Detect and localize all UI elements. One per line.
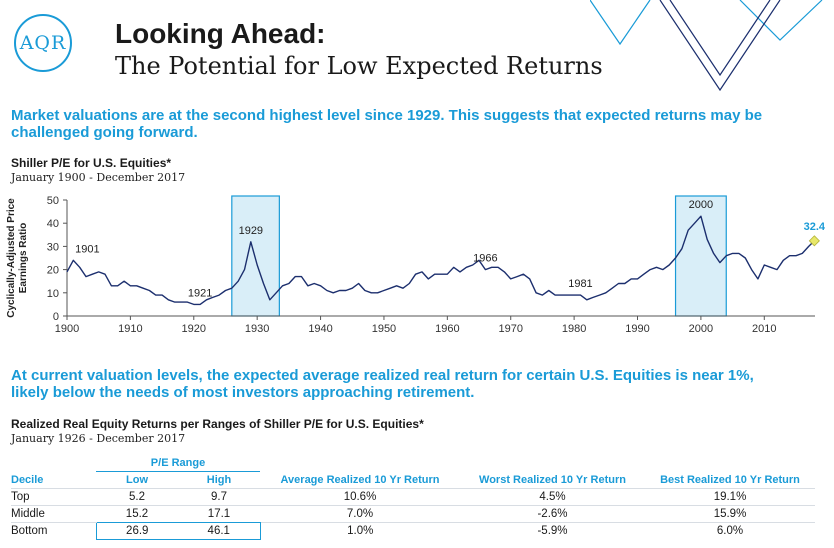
x-tick-label: 1970 xyxy=(498,323,522,335)
table-row: Top 5.2 9.7 10.6% 4.5% 19.1% xyxy=(11,488,815,506)
y-tick-label: 30 xyxy=(47,241,59,253)
cell-worst: -2.6% xyxy=(460,505,645,523)
x-tick-label: 1990 xyxy=(625,323,649,335)
col-average: Average Realized 10 Yr Return xyxy=(280,473,440,486)
cell-average: 1.0% xyxy=(260,522,460,540)
series-line xyxy=(66,215,815,306)
cell-best: 6.0% xyxy=(645,522,815,540)
cell-low: 5.2 xyxy=(96,488,178,506)
y-tick-label: 40 xyxy=(47,218,59,230)
page-title: Looking Ahead: xyxy=(115,18,326,49)
chart-date-range: January 1900 - December 2017 xyxy=(11,171,186,184)
x-tick-label: 1950 xyxy=(372,323,396,335)
cell-average: 7.0% xyxy=(260,505,460,523)
cell-high: 17.1 xyxy=(178,505,260,523)
col-worst: Worst Realized 10 Yr Return xyxy=(479,473,626,486)
y-axis-label: Earnings Ratio xyxy=(18,223,29,294)
data-annotation: 1901 xyxy=(75,243,99,255)
highlight-period xyxy=(674,195,727,317)
x-tick-label: 1900 xyxy=(55,323,79,335)
table-title: Realized Real Equity Returns per Ranges … xyxy=(11,417,424,431)
x-tick-label: 1940 xyxy=(308,323,332,335)
cell-decile: Middle xyxy=(11,505,96,523)
data-annotation: 1921 xyxy=(188,287,212,299)
col-decile: Decile xyxy=(11,473,44,486)
shiller-pe-chart: 0 10 20 30 40 50 1900 1910 1920 1930 1940 1950 1960 1… xyxy=(6,195,826,335)
table-row: Middle 15.2 17.1 7.0% -2.6% 15.9% xyxy=(11,505,815,523)
data-annotation: 2000 xyxy=(689,199,713,211)
cell-low: 15.2 xyxy=(96,505,178,523)
cell-worst: -5.9% xyxy=(460,522,645,540)
logo-text: AQR xyxy=(19,32,67,54)
y-tick-label: 50 xyxy=(47,195,59,207)
chart-title: Shiller P/E for U.S. Equities* xyxy=(11,156,172,170)
cell-decile: Top xyxy=(11,488,96,506)
decorative-lines xyxy=(590,0,823,92)
x-tick-label: 1930 xyxy=(245,323,269,335)
last-value-label: 32.4 xyxy=(804,221,826,233)
y-tick-label: 0 xyxy=(53,311,59,323)
y-tick-label: 20 xyxy=(47,265,59,277)
cell-best: 19.1% xyxy=(645,488,815,506)
data-annotation: 1981 xyxy=(568,278,592,290)
col-low: Low xyxy=(126,474,148,486)
last-value-marker xyxy=(808,235,820,247)
aqr-logo: AQR xyxy=(14,14,72,72)
cell-low: 26.9 xyxy=(95,522,178,540)
page-subtitle: The Potential for Low Expected Returns xyxy=(115,52,603,80)
col-high: High xyxy=(206,474,232,486)
lead-text-2: At current valuation levels, the expecte… xyxy=(11,367,754,401)
data-annotation: 1966 xyxy=(473,253,497,265)
data-annotation: 1929 xyxy=(239,225,263,237)
cell-decile: Bottom xyxy=(11,522,96,540)
col-best: Best Realized 10 Yr Return xyxy=(660,473,800,486)
table-date-range: January 1926 - December 2017 xyxy=(11,432,186,445)
pe-range-header: P/E Range xyxy=(96,455,260,472)
x-tick-label: 1920 xyxy=(182,323,206,335)
x-tick-label: 2010 xyxy=(752,323,776,335)
returns-table: P/E Range Decile Low High Average Realiz… xyxy=(11,455,815,540)
y-tick-label: 10 xyxy=(47,288,59,300)
highlight-period xyxy=(231,195,280,317)
x-tick-label: 2000 xyxy=(689,323,713,335)
cell-high: 46.1 xyxy=(178,522,261,540)
cell-average: 10.6% xyxy=(260,488,460,506)
cell-worst: 4.5% xyxy=(460,488,645,506)
lead-text-1: Market valuations are at the second high… xyxy=(11,107,763,141)
cell-best: 15.9% xyxy=(645,505,815,523)
x-tick-label: 1980 xyxy=(562,323,586,335)
cell-high: 9.7 xyxy=(178,488,260,506)
x-tick-label: 1910 xyxy=(118,323,142,335)
table-row: Bottom 26.9 46.1 1.0% -5.9% 6.0% xyxy=(11,522,815,540)
x-tick-label: 1960 xyxy=(435,323,459,335)
y-axis-label: Cyclically-Adjusted Price xyxy=(6,198,17,318)
